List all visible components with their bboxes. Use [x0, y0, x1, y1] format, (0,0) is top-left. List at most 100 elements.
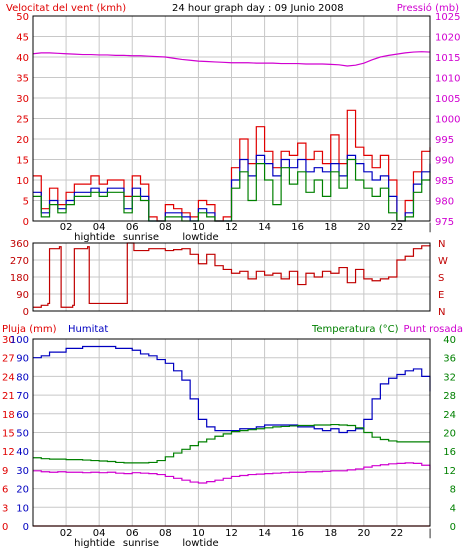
x-event-label-sunrise: sunrise [123, 538, 159, 549]
y-tick-label-wind: 20 [16, 135, 29, 146]
y-tick-label-temperature: 16 [443, 447, 456, 458]
x-tick-label: 18 [324, 528, 337, 539]
y-tick-label-temperature: 40 [443, 335, 456, 346]
x-tick-label: 06 [126, 528, 139, 539]
wind-pressure-chart: 0510152025303540455097598098599099510001… [16, 12, 460, 243]
temperature-axis-title: Temperatura (°C) [311, 324, 399, 335]
y-tick-label-rain: 9 [2, 466, 8, 477]
x-tick-label: 12 [225, 528, 238, 539]
y-tick-label-temperature: 20 [443, 429, 456, 440]
y-tick-label-pressure: 1010 [435, 74, 460, 85]
x-tick-label: 02 [60, 222, 73, 233]
x-tick-label: 10 [192, 222, 205, 233]
y-tick-label-direction: 270 [10, 256, 29, 267]
y-tick-label-wind: 10 [16, 176, 29, 187]
y-tick-label-temperature: 0 [450, 522, 456, 533]
y-tick-label-direction: 180 [10, 273, 29, 284]
x-tick-label: 08 [159, 528, 172, 539]
x-tick-label: 04 [93, 222, 106, 233]
y-compass-label: E [438, 290, 444, 301]
y-tick-label-wind: 40 [16, 53, 29, 64]
y-tick-label-humidity: 80 [16, 372, 29, 383]
y-compass-label: N [438, 239, 445, 250]
x-tick-label: 20 [357, 528, 370, 539]
y-tick-label-temperature: 24 [443, 410, 456, 421]
series-speed-line [33, 158, 431, 222]
y-tick-label-wind: 35 [16, 74, 29, 85]
x-tick-label: 02 [60, 528, 73, 539]
y-compass-label: S [438, 273, 444, 284]
series-temperature-line [33, 423, 430, 464]
x-event-label-lowtide: lowtide [182, 232, 218, 243]
humidity-axis-title: Humitat [68, 324, 108, 335]
y-compass-label: W [438, 256, 448, 267]
series-dewpoint-line [33, 462, 431, 484]
y-tick-label-humidity: 10 [16, 503, 29, 514]
humidity-temperature-chart: 0369121518212427300102030405060708090100… [2, 335, 456, 549]
y-tick-label-pressure: 980 [435, 197, 454, 208]
y-tick-label-humidity: 70 [16, 391, 29, 402]
y-tick-label-pressure: 1015 [435, 53, 460, 64]
x-tick-label: 06 [126, 222, 139, 233]
series-average-line [33, 154, 431, 222]
y-tick-label-temperature: 12 [443, 466, 456, 477]
x-tick-label: 12 [225, 222, 238, 233]
x-tick-label: 04 [93, 528, 106, 539]
x-tick-label: 14 [258, 222, 271, 233]
y-tick-label-wind: 0 [23, 217, 29, 228]
y-tick-label-wind: 15 [16, 156, 29, 167]
y-tick-label-rain: 15 [2, 429, 15, 440]
y-tick-label-wind: 50 [16, 12, 29, 23]
y-tick-label-humidity: 0 [23, 522, 29, 533]
x-event-label-lowtide: lowtide [182, 538, 218, 549]
x-tick-label: | [428, 528, 431, 539]
y-tick-label-temperature: 4 [450, 503, 456, 514]
y-tick-label-rain: 0 [2, 522, 8, 533]
y-tick-label-rain: 18 [2, 410, 15, 421]
y-tick-label-direction: 0 [23, 307, 29, 318]
y-tick-label-pressure: 975 [435, 217, 454, 228]
x-tick-label: 08 [159, 222, 172, 233]
y-tick-label-rain: 27 [2, 354, 15, 365]
x-tick-label: 10 [192, 528, 205, 539]
x-tick-label: 22 [391, 528, 404, 539]
y-tick-label-wind: 5 [23, 197, 29, 208]
x-tick-label: | [428, 222, 431, 233]
x-tick-label: 18 [324, 222, 337, 233]
wind-axis-title: Velocitat del vent (kmh) [6, 3, 126, 14]
x-tick-label: 16 [291, 222, 304, 233]
y-tick-label-rain: 24 [2, 372, 15, 383]
y-tick-label-pressure: 985 [435, 176, 454, 187]
y-tick-label-wind: 25 [16, 115, 29, 126]
y-tick-label-pressure: 1020 [435, 33, 460, 44]
y-tick-label-temperature: 36 [443, 354, 456, 365]
x-tick-label: 14 [258, 528, 271, 539]
x-tick-label: 22 [391, 222, 404, 233]
rain-axis-title: Pluja (mm) [2, 324, 57, 335]
x-tick-label: 16 [291, 528, 304, 539]
x-event-label-hightide: hightide [74, 232, 115, 243]
series-humidity-line [33, 345, 431, 434]
y-tick-label-wind: 30 [16, 94, 29, 105]
wind-border [32, 15, 431, 222]
y-tick-label-rain: 12 [2, 447, 15, 458]
y-tick-label-pressure: 1005 [435, 94, 460, 105]
y-compass-label: N [438, 307, 445, 318]
y-tick-label-temperature: 32 [443, 372, 456, 383]
y-tick-label-pressure: 995 [435, 135, 454, 146]
y-tick-label-direction: 360 [10, 239, 29, 250]
y-tick-label-pressure: 990 [435, 156, 454, 167]
y-tick-label-rain: 3 [2, 503, 8, 514]
y-tick-label-rain: 6 [2, 485, 8, 496]
y-tick-label-humidity: 90 [16, 354, 29, 365]
direction-border [32, 242, 431, 312]
x-event-label-hightide: hightide [74, 538, 115, 549]
dewpoint-axis-title: Punt rosada [404, 324, 463, 335]
y-tick-label-humidity: 30 [16, 466, 29, 477]
y-tick-label-wind: 45 [16, 33, 29, 44]
y-tick-label-rain: 21 [2, 391, 15, 402]
pressure-axis-title: Pressió (mb) [397, 2, 459, 14]
